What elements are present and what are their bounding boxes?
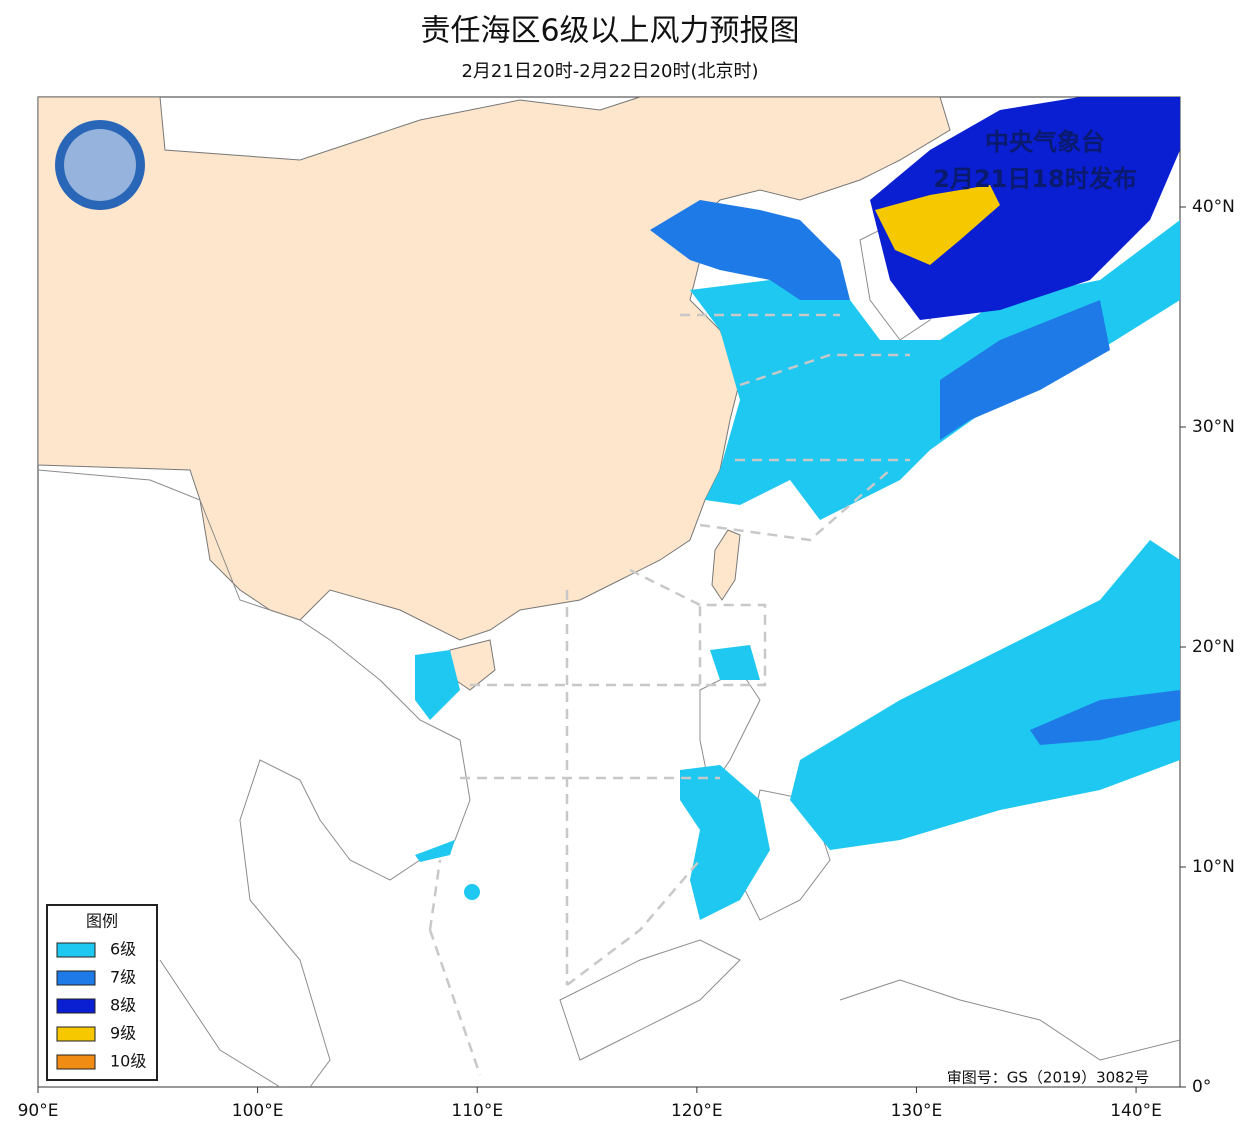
wind-6 xyxy=(680,765,770,920)
legend-label: 10级 xyxy=(110,1052,146,1071)
map-area: 中央气象台 2月21日18时发布 审图号：GS（2019）3082号 xyxy=(37,96,1181,1088)
legend-swatch xyxy=(56,1026,96,1042)
y-tick-label: 20°N xyxy=(1192,637,1235,657)
x-tick-label: 130°E xyxy=(891,1101,943,1121)
wind-6 xyxy=(710,645,760,680)
wind-6 xyxy=(464,884,480,900)
legend-swatch xyxy=(56,942,96,958)
wind-6 xyxy=(415,840,455,862)
x-tick-label: 90°E xyxy=(18,1101,59,1121)
legend-label: 6级 xyxy=(110,940,136,959)
legend-swatch xyxy=(56,1054,96,1070)
legend-label: 8级 xyxy=(110,996,136,1015)
legend-label: 9级 xyxy=(110,1024,136,1043)
wind-9 xyxy=(875,185,1000,265)
y-tick-label: 0° xyxy=(1192,1077,1211,1097)
legend-label: 7级 xyxy=(110,968,136,987)
wind-6 xyxy=(415,650,460,720)
y-tick-label: 30°N xyxy=(1192,417,1235,437)
title: 责任海区6级以上风力预报图 xyxy=(420,14,799,49)
wind-7 xyxy=(940,300,1110,440)
y-tick-label: 40°N xyxy=(1192,197,1235,217)
logo xyxy=(64,129,136,201)
legend: 图例 6级 7级 8级 9级 10级 xyxy=(46,904,158,1081)
approval-number: 审图号：GS（2019）3082号 xyxy=(947,1069,1150,1087)
sea-zone-line xyxy=(428,313,910,1076)
wind-7 xyxy=(650,200,850,300)
x-tick-label: 100°E xyxy=(232,1101,284,1121)
coastline xyxy=(559,939,741,1061)
legend-swatch xyxy=(56,998,96,1014)
x-tick-label: 140°E xyxy=(1110,1101,1162,1121)
wind-7 xyxy=(1030,690,1180,745)
y-tick-label: 10°N xyxy=(1192,857,1235,877)
subtitle: 2月21日20时-2月22日20时(北京时) xyxy=(461,61,758,82)
x-tick-label: 120°E xyxy=(671,1101,723,1121)
issuer-time: 2月21日18时发布 xyxy=(933,165,1137,193)
legend-swatch xyxy=(56,970,96,986)
x-tick-label: 110°E xyxy=(451,1101,503,1121)
coastline xyxy=(159,959,281,1087)
issuer-name: 中央气象台 xyxy=(985,128,1105,156)
legend-box xyxy=(46,904,158,1081)
taiwan xyxy=(711,529,741,601)
wind-6 xyxy=(790,540,1180,850)
wind-8 xyxy=(870,97,1180,320)
legend-title: 图例 xyxy=(86,912,118,931)
coastline xyxy=(839,979,1180,1061)
